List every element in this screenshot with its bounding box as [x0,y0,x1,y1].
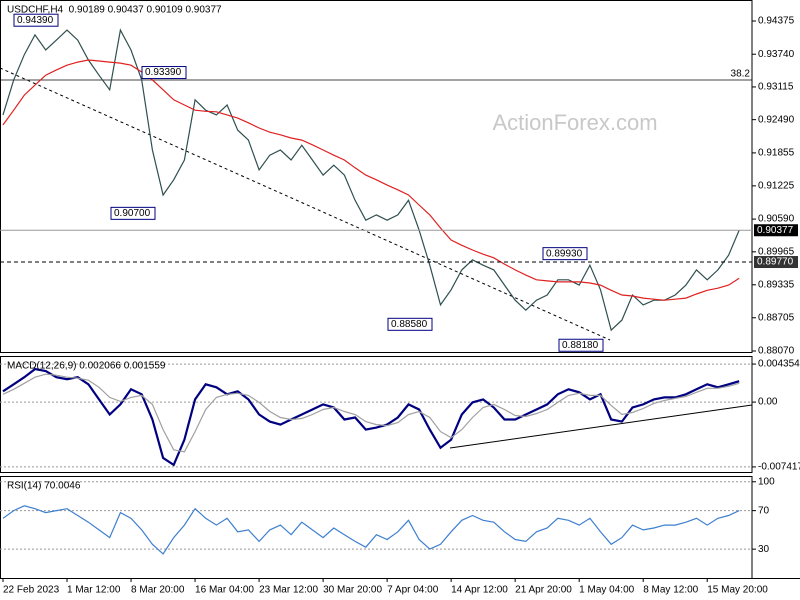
x-tick-label: 22 Feb 2023 [3,585,60,596]
y-tick-label: 70 [758,505,770,516]
x-tick-label: 7 Apr 04:00 [387,585,439,596]
x-tick-label: 8 Mar 20:00 [131,585,185,596]
price-marker-label: 0.89770 [757,257,794,268]
y-tick-label: 0.89965 [758,246,795,257]
annotation-label: 0.88180 [562,340,599,351]
y-tick-label: 0.93740 [758,49,795,60]
y-tick-label: 0.004354 [758,359,800,370]
panel-title: RSI(14) 70.0046 [7,481,81,492]
annotation-label: 0.93390 [145,67,182,78]
x-tick-label: 14 Apr 12:00 [451,585,508,596]
annotation-label: 0.89930 [546,248,583,259]
y-tick-label: 0.93115 [758,82,794,93]
price-marker-label: 0.90377 [757,225,794,236]
x-tick-label: 1 May 04:00 [579,585,634,596]
panel-title: USDCHF,H4 0.90189 0.90437 0.90109 0.9037… [7,5,222,16]
annotation-label: 0.94390 [17,15,54,26]
annotation-box [13,13,59,27]
y-tick-label: 100 [758,476,775,487]
y-tick-label: 0.91225 [758,181,795,192]
annotation-label: 0.88580 [391,319,428,330]
fib-level-label: 38.2 [731,69,751,80]
annotation-box [542,247,588,261]
y-tick-label: 0.00 [758,397,778,408]
x-tick-label: 8 May 12:00 [643,585,698,596]
price-marker [754,224,798,237]
watermark: ActionForex.com [492,110,657,135]
series-line [2,367,740,467]
series-line [2,28,740,332]
y-tick-label: 30 [758,544,770,555]
annotation-box [141,66,187,80]
series-line [2,373,740,453]
x-tick-label: 23 Mar 12:00 [259,585,318,596]
x-tick-label: 1 Mar 12:00 [67,585,121,596]
annotation-box [558,338,604,352]
panel-frame [0,356,753,473]
annotation-box [387,317,433,331]
x-tick-label: 16 Mar 04:00 [195,585,254,596]
annotation-label: 0.90700 [114,208,151,219]
y-tick-label: 0.91855 [758,148,795,159]
y-tick-label: -0.007417 [758,462,800,473]
x-tick-label: 30 Mar 20:00 [323,585,382,596]
macd-trendline [449,404,753,449]
x-tick-label: 21 Apr 20:00 [515,585,572,596]
panel-title: MACD(12,26,9) 0.002066 0.001559 [7,361,166,372]
series-line [2,505,740,555]
y-tick-label: 0.94375 [758,16,795,27]
price-marker [754,256,798,269]
y-tick-label: 0.88070 [758,346,795,357]
y-tick-label: 0.89335 [758,279,795,290]
series-line [2,59,740,301]
y-tick-label: 0.90590 [758,214,795,225]
annotation-box [110,206,156,220]
y-tick-label: 0.92490 [758,114,795,125]
panel-frame [0,0,753,353]
y-tick-label: 0.88705 [758,312,795,323]
x-tick-label: 15 May 20:00 [707,585,768,596]
